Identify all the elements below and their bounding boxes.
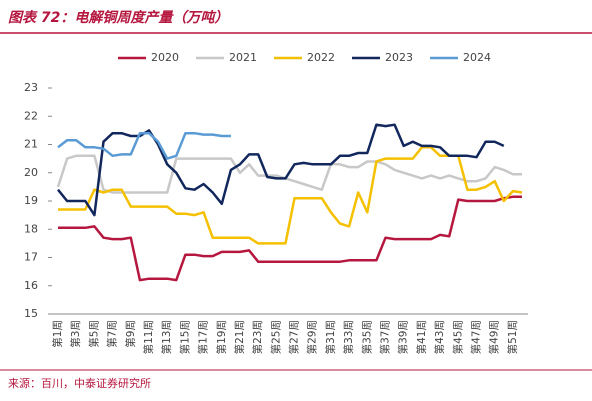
series-line — [58, 146, 523, 245]
x-tick-label: 第29周 — [306, 320, 319, 354]
y-tick-label: 15 — [24, 307, 38, 320]
x-tick-label: 第49周 — [488, 320, 501, 354]
y-tick-label: 19 — [24, 194, 38, 207]
y-tick-label: 20 — [24, 166, 38, 179]
series-line — [57, 131, 231, 160]
x-tick-label: 第1周 — [51, 320, 64, 348]
y-tick-label: 23 — [24, 81, 38, 94]
series-line — [58, 195, 522, 282]
y-tick-label: 22 — [24, 109, 38, 122]
x-tick-label: 第11周 — [142, 320, 155, 354]
x-tick-label: 第23周 — [251, 320, 264, 354]
x-tick-label: 第21周 — [233, 320, 246, 354]
x-tick-label: 第47周 — [470, 320, 483, 354]
x-tick-label: 第51周 — [506, 320, 519, 354]
x-tick-label: 第3周 — [69, 320, 82, 348]
x-tick-label: 第37周 — [379, 320, 392, 354]
x-tick-label: 第19周 — [215, 320, 228, 354]
legend-label: 2020 — [151, 51, 179, 64]
x-tick-label: 第25周 — [269, 320, 282, 354]
y-tick-label: 18 — [24, 222, 38, 235]
series-line — [56, 154, 522, 194]
legend-label: 2021 — [229, 51, 257, 64]
x-tick-label: 第35周 — [360, 320, 373, 354]
legend-label: 2022 — [307, 51, 335, 64]
x-tick-label: 第27周 — [288, 320, 301, 354]
y-tick-label: 17 — [24, 251, 38, 264]
source: 来源：百川，中泰证券研究所 — [8, 376, 151, 390]
x-tick-label: 第7周 — [106, 320, 119, 348]
x-tick-label: 第41周 — [415, 320, 428, 354]
y-tick-label: 16 — [24, 279, 38, 292]
chart-title: 图表 72：电解铜周度产量（万吨） — [8, 9, 228, 26]
y-tick-label: 21 — [24, 138, 38, 151]
x-tick-label: 第15周 — [178, 320, 191, 354]
x-tick-label: 第43周 — [433, 320, 446, 354]
x-tick-label: 第31周 — [324, 320, 337, 354]
legend-label: 2024 — [463, 51, 491, 64]
x-tick-label: 第5周 — [87, 320, 100, 348]
series-line — [57, 123, 505, 217]
x-tick-label: 第13周 — [160, 320, 173, 354]
x-tick-label: 第17周 — [197, 320, 210, 354]
x-tick-label: 第45周 — [451, 320, 464, 354]
legend-label: 2023 — [385, 51, 413, 64]
x-tick-label: 第39周 — [397, 320, 410, 354]
x-tick-label: 第9周 — [124, 320, 137, 348]
x-tick-label: 第33周 — [342, 320, 355, 354]
